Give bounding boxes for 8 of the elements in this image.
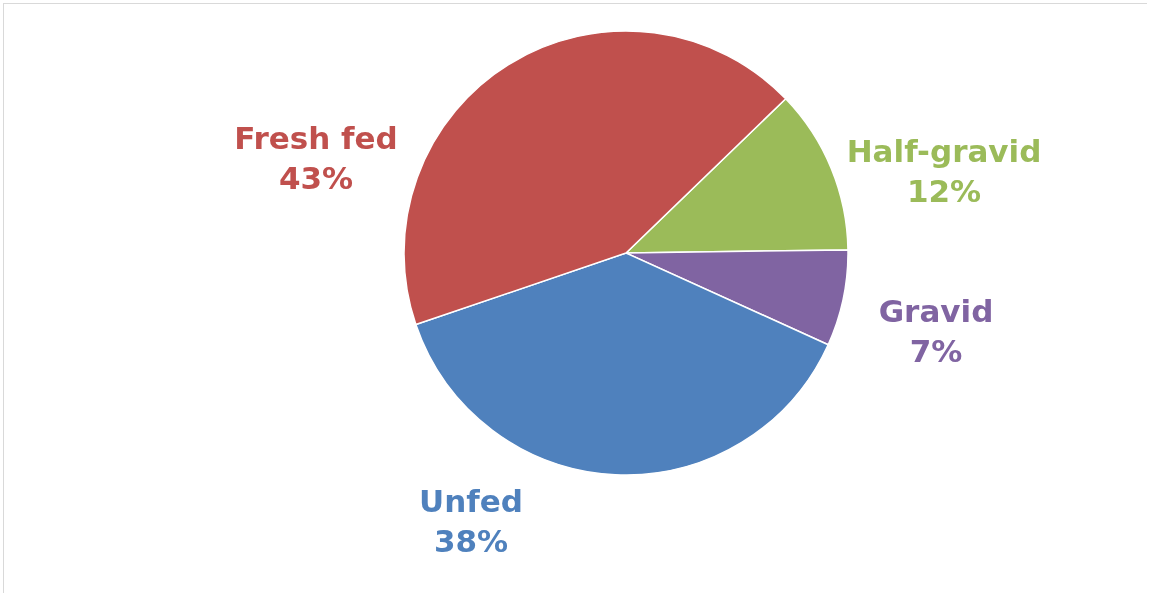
- data-label: 12%: [906, 173, 982, 209]
- slice-label: Unfed: [419, 483, 523, 519]
- data-label: 38%: [433, 523, 509, 559]
- data-label: 43%: [278, 160, 354, 196]
- data-label: 7%: [909, 333, 963, 369]
- slice-label: Half-gravid: [846, 133, 1042, 169]
- slice-label: Fresh fed: [234, 120, 398, 156]
- slice-label: Gravid: [878, 293, 994, 329]
